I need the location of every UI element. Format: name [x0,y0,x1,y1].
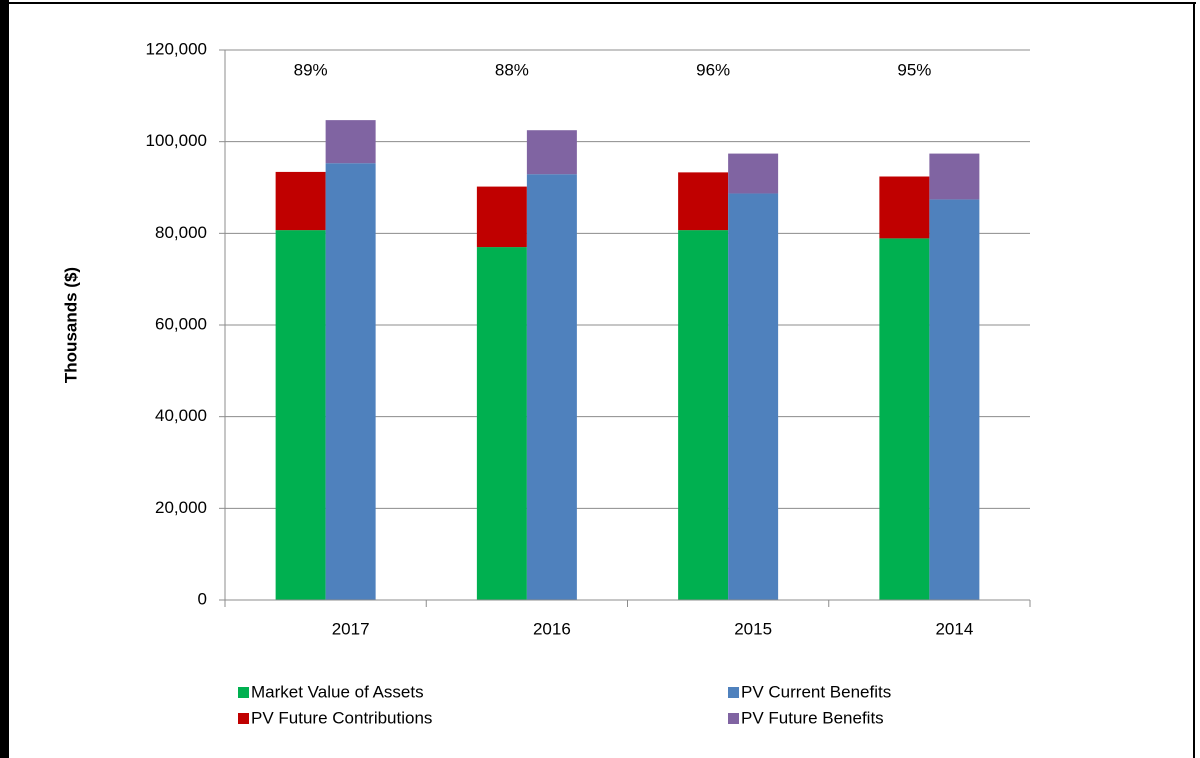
legend-label: PV Future Contributions [251,708,432,727]
y-tick-label: 80,000 [155,223,207,242]
legend-label: Market Value of Assets [251,682,424,701]
legend-label: PV Current Benefits [741,682,891,701]
y-tick-label: 0 [198,589,207,608]
bar-segment [678,172,729,231]
ratio-label: 95% [897,60,931,79]
ratio-label: 96% [696,60,730,79]
frame-right [1193,2,1195,758]
bar-segment [275,171,326,231]
y-tick-label: 120,000 [146,39,207,58]
bar-segment [476,247,527,601]
bar-segment [728,153,779,194]
bar-segment [526,130,577,175]
y-tick-label: 100,000 [146,131,207,150]
bar-segment [526,174,577,601]
bar-segment [325,120,376,164]
x-tick-label: 2017 [332,619,370,638]
ratio-label: 88% [495,60,529,79]
bar-segment [929,153,980,200]
bar-segment [476,186,527,248]
bar-segment [879,176,930,239]
bar-segment [929,199,980,600]
ratio-label: 89% [294,60,328,79]
y-axis-title: Thousands ($) [61,267,80,383]
bar-segment [678,230,729,600]
bar-segment [325,163,376,601]
x-tick-label: 2016 [533,619,571,638]
frame-left [0,0,9,758]
y-tick-label: 40,000 [155,406,207,425]
legend-swatch [238,687,249,698]
x-tick-label: 2014 [935,619,973,638]
x-tick-label: 2015 [734,619,772,638]
frame-top [0,2,1196,4]
legend-swatch [238,713,249,724]
bar-segment [728,193,779,601]
bar-segment [275,230,326,600]
legend-swatch [728,687,739,698]
y-tick-label: 20,000 [155,498,207,517]
y-tick-label: 60,000 [155,314,207,333]
legend-label: PV Future Benefits [741,708,884,727]
bar-segment [879,238,930,600]
legend-swatch [728,713,739,724]
